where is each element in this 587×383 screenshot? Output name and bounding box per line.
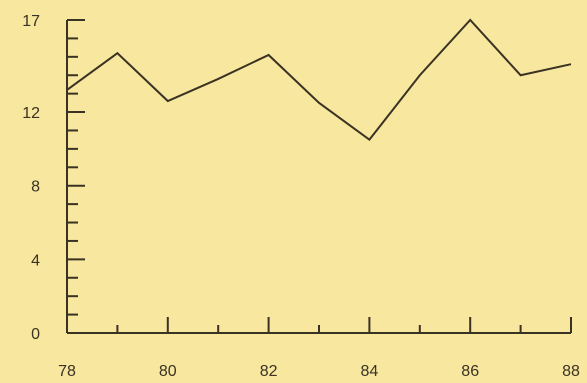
y-tick-label: 17 [22,13,40,30]
ticks [66,19,572,334]
tick-labels: 0 4 8 12 17 78 80 82 84 86 88 [22,13,580,380]
y-tick-label: 12 [22,105,40,122]
y-tick-label: 4 [31,252,40,269]
series-line [66,18,572,142]
series [66,18,572,142]
y-tick-label: 8 [31,179,40,196]
x-tick-label: 80 [159,363,177,380]
x-tick-label: 78 [58,363,76,380]
y-tick-label: 0 [31,326,40,343]
x-tick-label: 88 [562,363,580,380]
x-tick-label: 82 [260,363,278,380]
axes [66,20,571,334]
x-tick-label: 86 [461,363,479,380]
x-tick-label: 84 [361,363,379,380]
